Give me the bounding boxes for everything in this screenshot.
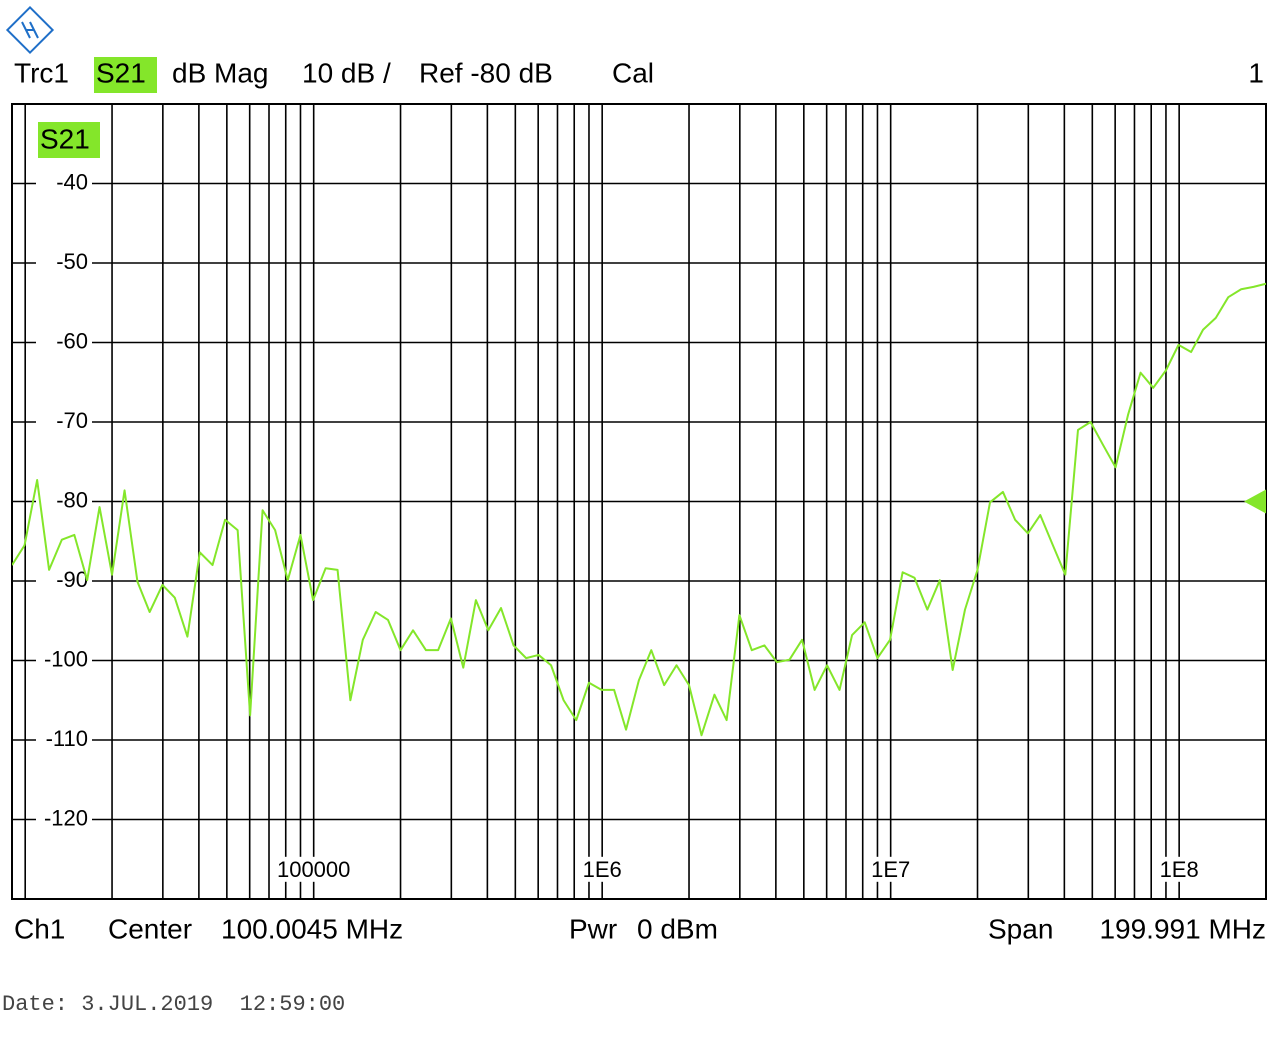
- x-tick-label-bg: [274, 856, 353, 882]
- legend-bg: [38, 122, 100, 158]
- y-tick-label-bg: [36, 251, 92, 275]
- parameter-label: S21: [96, 57, 146, 88]
- y-tick-label-bg: [36, 728, 92, 752]
- x-tick-label: 1E6: [583, 857, 622, 882]
- y-tick-label: -40: [56, 169, 88, 194]
- parameter-highlight: [94, 57, 157, 93]
- y-tick-label-bg: [36, 648, 92, 673]
- y-tick-label: -110: [46, 726, 88, 751]
- y-tick-label-bg: [36, 807, 92, 832]
- x-tick-label-bg: [580, 856, 624, 882]
- center-value: 100.0045 MHz: [221, 913, 403, 944]
- y-tick-label: -70: [56, 408, 88, 433]
- y-tick-label: -120: [44, 805, 88, 830]
- y-tick-label: -90: [56, 567, 88, 592]
- trace-line: [12, 282, 1266, 737]
- x-tick-label: 100000: [277, 857, 350, 882]
- calibration-label: Cal: [612, 57, 654, 88]
- trace-group: [12, 282, 1266, 737]
- channel-label: Ch1: [14, 913, 65, 944]
- span-value: 199.991 MHz: [1099, 913, 1266, 944]
- x-tick-label-bg: [1157, 856, 1201, 882]
- trace-label: Trc1: [14, 57, 69, 88]
- y-tick-label: -50: [56, 249, 88, 274]
- span-label: Span: [988, 913, 1053, 944]
- x-tick-label: 1E8: [1160, 857, 1199, 882]
- y-tick-label-bg: [36, 171, 92, 196]
- date-stamp: Date: 3.JUL.2019 12:59:00: [2, 992, 345, 1017]
- power-value: 0 dBm: [637, 913, 718, 944]
- format-label: dB Mag: [172, 57, 269, 88]
- logo: [5, 5, 55, 55]
- y-tick-label: -60: [56, 328, 88, 353]
- reference-marker: [1244, 489, 1266, 514]
- center-label: Center: [108, 913, 192, 944]
- y-tick-label-bg: [36, 489, 92, 514]
- power-label: Pwr: [569, 913, 617, 944]
- y-tick-label: -100: [44, 646, 88, 671]
- y-tick-label-bg: [36, 569, 92, 593]
- x-tick-label-bg: [869, 856, 913, 882]
- legend-label: S21: [40, 123, 90, 154]
- y-tick-label-bg: [36, 330, 92, 355]
- x-tick-label: 1E7: [871, 857, 910, 882]
- window-number: 1: [1248, 57, 1264, 88]
- y-tick-label: -80: [56, 487, 88, 512]
- scale-label: 10 dB /: [302, 57, 391, 88]
- y-tick-label-bg: [36, 410, 92, 434]
- plot-area: -40 -50 -60 -70 -80 -90 -100 -110 -120 100000 1E6 1…: [11, 103, 1267, 900]
- reference-label: Ref -80 dB: [419, 57, 553, 88]
